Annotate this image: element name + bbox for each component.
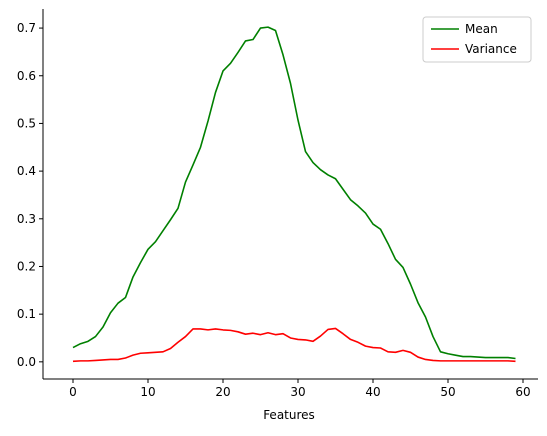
legend: Mean Variance: [422, 16, 532, 63]
x-axis-label: Features: [263, 408, 315, 422]
series-line-variance: [72, 327, 516, 363]
y-tick-label: 0.4: [17, 164, 36, 178]
y-tick-label: 0.2: [17, 259, 36, 273]
y-tick-label: 0.6: [17, 69, 36, 83]
x-tick-label: 10: [140, 385, 155, 399]
y-tick-label: 0.5: [17, 116, 36, 130]
series-layer: [72, 26, 516, 363]
legend-label-variance: Variance: [465, 42, 517, 56]
x-tick-label: 60: [515, 385, 530, 399]
y-tick-label: 0.7: [17, 21, 36, 35]
legend-label-mean: Mean: [465, 22, 498, 36]
x-tick-label: 0: [69, 385, 77, 399]
y-tick-label: 0.0: [17, 355, 36, 369]
x-tick-label: 50: [440, 385, 455, 399]
series-line-mean: [72, 26, 516, 360]
ticks-layer: 0 10 20 30 40 50 60 0.0 0.1 0.2 0.3 0.4 0.5 0.6 0.7: [17, 21, 531, 399]
x-tick-label: 40: [365, 385, 380, 399]
y-tick-label: 0.1: [17, 307, 36, 321]
x-tick-label: 20: [215, 385, 230, 399]
x-tick-label: 30: [290, 385, 305, 399]
y-tick-label: 0.3: [17, 212, 36, 226]
axes-layer: [42, 9, 538, 380]
